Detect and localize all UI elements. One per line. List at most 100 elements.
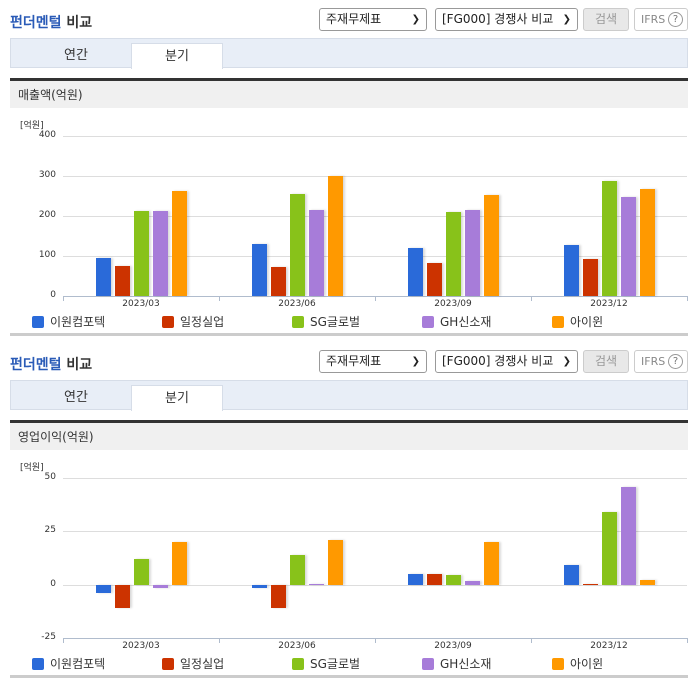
statement-select[interactable]: 주재무제표 ❯ <box>319 350 427 373</box>
legend-item[interactable]: GH신소재 <box>422 656 491 672</box>
gridline <box>63 531 687 533</box>
legend-item[interactable]: 이원컴포텍 <box>32 314 105 330</box>
bar[interactable] <box>483 542 499 585</box>
ifrs-button[interactable]: IFRS? <box>634 350 688 373</box>
legend-label: GH신소재 <box>440 657 492 671</box>
bar[interactable] <box>289 194 305 296</box>
period-tabs: 연간 분기 <box>10 380 688 411</box>
tab-quarterly[interactable]: 분기 <box>131 385 223 411</box>
y-tick-label: 400 <box>38 130 56 140</box>
x-tick <box>687 296 688 301</box>
legend-swatch-icon <box>422 658 434 670</box>
legend-label: 아이윈 <box>570 657 604 671</box>
tab-annual[interactable]: 연간 <box>64 48 88 63</box>
metric-title: 영업이익(억원) <box>10 420 688 450</box>
x-tick-label: 2023/06 <box>278 641 316 651</box>
bar[interactable] <box>95 584 111 594</box>
y-tick-label: 100 <box>38 250 56 260</box>
compare-select[interactable]: [FG000] 경쟁사 비교 ❯ <box>435 8 578 31</box>
help-icon[interactable]: ? <box>668 12 683 27</box>
bar[interactable] <box>133 559 149 585</box>
legend-label: 이원컴포텍 <box>50 657 106 671</box>
bar[interactable] <box>152 211 168 296</box>
bar[interactable] <box>639 189 655 296</box>
gridline <box>63 256 687 257</box>
bar[interactable] <box>445 575 461 585</box>
bar[interactable] <box>582 583 598 585</box>
gridline <box>63 216 687 217</box>
x-tick <box>531 638 532 643</box>
statement-select[interactable]: 주재무제표 ❯ <box>319 8 427 31</box>
x-tick <box>63 638 64 643</box>
search-button[interactable]: 검색 <box>583 350 629 373</box>
bar[interactable] <box>426 574 442 585</box>
bar[interactable] <box>95 258 111 296</box>
bar[interactable] <box>483 195 499 296</box>
legend-item[interactable]: 일정실업 <box>162 314 224 330</box>
bar[interactable] <box>407 248 423 296</box>
legend-label: GH신소재 <box>440 315 492 329</box>
legend-item[interactable]: 일정실업 <box>162 656 224 672</box>
bar[interactable] <box>620 486 636 585</box>
legend-swatch-icon <box>162 658 174 670</box>
bar[interactable] <box>270 584 286 609</box>
x-tick-label: 2023/12 <box>590 299 628 309</box>
bar[interactable] <box>251 584 267 588</box>
gridline <box>63 176 687 177</box>
bar[interactable] <box>270 267 286 296</box>
bar[interactable] <box>582 258 598 296</box>
legend-swatch-icon <box>292 658 304 670</box>
bar[interactable] <box>171 191 187 296</box>
bar[interactable] <box>171 542 187 585</box>
bar[interactable] <box>251 244 267 296</box>
bar[interactable] <box>563 565 579 585</box>
revenue-chart: [억원] 0 100 200 300 400 2023/03 2023/06 2023/09 2… <box>10 108 688 336</box>
x-tick-label: 2023/09 <box>434 641 472 651</box>
legend-label: 이원컴포텍 <box>50 315 106 329</box>
legend-item[interactable]: GH신소재 <box>422 314 491 330</box>
compare-select[interactable]: [FG000] 경쟁사 비교 ❯ <box>435 350 578 373</box>
x-tick-label: 2023/12 <box>590 641 628 651</box>
legend-item[interactable]: 아이윈 <box>552 314 603 330</box>
legend-item[interactable]: SG글로벌 <box>292 314 360 330</box>
bar[interactable] <box>601 181 617 296</box>
tab-quarterly[interactable]: 분기 <box>131 43 223 69</box>
legend-label: 일정실업 <box>180 657 225 671</box>
gridline <box>63 136 687 137</box>
bar[interactable] <box>308 583 324 585</box>
y-tick-label: 25 <box>44 525 56 536</box>
legend-label: SG글로벌 <box>310 657 361 671</box>
bar[interactable] <box>308 210 324 296</box>
bar[interactable] <box>464 210 480 296</box>
section-title: 펀더멘털 비교 <box>10 357 93 373</box>
bar[interactable] <box>639 580 655 585</box>
bar[interactable] <box>327 176 343 296</box>
legend-item[interactable]: SG글로벌 <box>292 656 360 672</box>
bar[interactable] <box>426 263 442 296</box>
search-button[interactable]: 검색 <box>583 8 629 31</box>
bar[interactable] <box>620 197 636 296</box>
x-tick <box>531 296 532 301</box>
tab-annual[interactable]: 연간 <box>64 390 88 405</box>
legend-swatch-icon <box>552 658 564 670</box>
legend-item[interactable]: 아이윈 <box>552 656 603 672</box>
bar[interactable] <box>464 581 480 585</box>
bar[interactable] <box>133 211 149 296</box>
bar[interactable] <box>327 539 343 585</box>
bar[interactable] <box>563 245 579 296</box>
gridline <box>63 584 687 586</box>
bar[interactable] <box>289 554 305 585</box>
bar[interactable] <box>114 584 130 609</box>
legend-item[interactable]: 이원컴포텍 <box>32 656 105 672</box>
x-tick-label: 2023/06 <box>278 299 316 309</box>
help-icon[interactable]: ? <box>668 354 683 369</box>
bar[interactable] <box>407 574 423 585</box>
bar[interactable] <box>601 512 617 585</box>
x-tick-label: 2023/03 <box>122 641 160 651</box>
bar[interactable] <box>445 212 461 296</box>
chevron-down-icon: ❯ <box>411 356 420 367</box>
bar[interactable] <box>114 266 130 296</box>
ifrs-button[interactable]: IFRS? <box>634 8 688 31</box>
bar[interactable] <box>152 584 168 588</box>
legend-label: 일정실업 <box>180 315 225 329</box>
